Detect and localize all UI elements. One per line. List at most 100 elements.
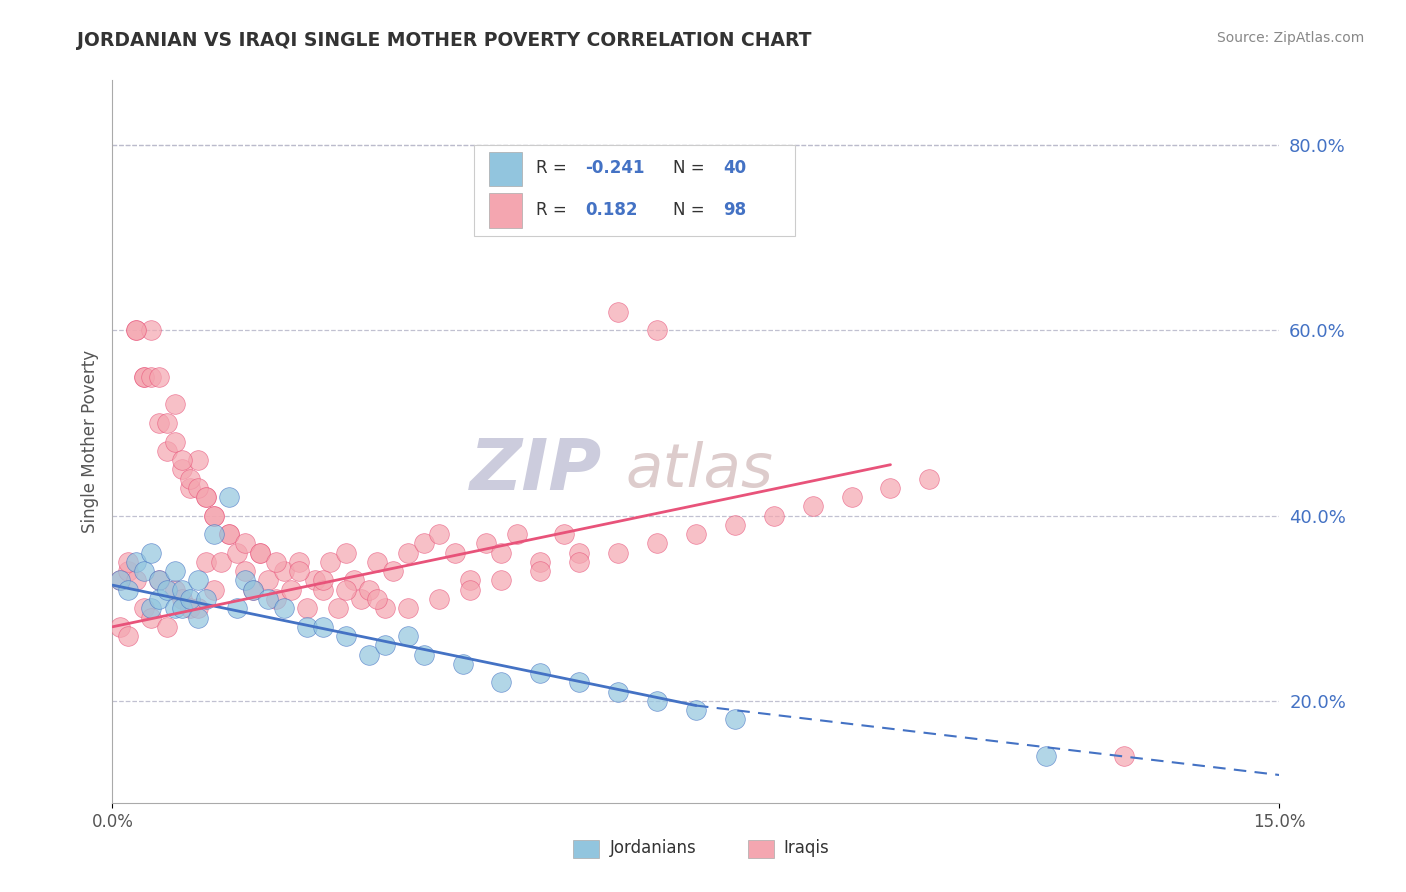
Point bbox=[132, 564, 155, 578]
Point bbox=[288, 555, 311, 569]
Point bbox=[460, 574, 482, 588]
Point bbox=[172, 582, 194, 597]
Point bbox=[187, 610, 209, 624]
Point bbox=[607, 546, 630, 560]
Text: JORDANIAN VS IRAQI SINGLE MOTHER POVERTY CORRELATION CHART: JORDANIAN VS IRAQI SINGLE MOTHER POVERTY… bbox=[77, 31, 811, 50]
Point bbox=[350, 592, 373, 607]
Point bbox=[179, 472, 201, 486]
Point bbox=[125, 574, 148, 588]
Point bbox=[273, 601, 295, 615]
Text: ZIP: ZIP bbox=[471, 436, 603, 505]
Point bbox=[163, 434, 186, 449]
Point bbox=[218, 527, 240, 541]
Point bbox=[209, 555, 232, 569]
Point bbox=[396, 546, 419, 560]
Point bbox=[187, 453, 209, 467]
Point bbox=[460, 582, 482, 597]
Point bbox=[179, 601, 201, 615]
Point bbox=[491, 546, 513, 560]
Point bbox=[117, 582, 139, 597]
Point bbox=[156, 443, 179, 458]
Point bbox=[311, 620, 333, 634]
Point bbox=[110, 620, 132, 634]
Point bbox=[125, 555, 148, 569]
Point bbox=[264, 555, 287, 569]
Point bbox=[156, 416, 179, 430]
FancyBboxPatch shape bbox=[574, 840, 599, 858]
Text: R =: R = bbox=[536, 201, 572, 219]
Point bbox=[179, 481, 201, 495]
Point bbox=[359, 648, 381, 662]
Point bbox=[172, 601, 194, 615]
Point bbox=[233, 574, 256, 588]
Point bbox=[396, 601, 419, 615]
Point bbox=[685, 527, 707, 541]
Point bbox=[343, 574, 366, 588]
Point bbox=[918, 472, 941, 486]
Point bbox=[506, 527, 529, 541]
Point bbox=[202, 527, 225, 541]
Point bbox=[132, 601, 155, 615]
Point bbox=[374, 638, 396, 652]
Point bbox=[132, 369, 155, 384]
Point bbox=[257, 592, 280, 607]
Point bbox=[132, 369, 155, 384]
Point bbox=[273, 564, 295, 578]
Point bbox=[148, 574, 170, 588]
Point bbox=[568, 546, 591, 560]
Point bbox=[187, 481, 209, 495]
Point bbox=[141, 546, 163, 560]
Point bbox=[645, 323, 668, 337]
Point bbox=[724, 713, 747, 727]
Point bbox=[187, 574, 209, 588]
Point bbox=[427, 527, 450, 541]
Point bbox=[335, 546, 357, 560]
Point bbox=[762, 508, 785, 523]
Point bbox=[194, 490, 217, 504]
Point bbox=[326, 601, 349, 615]
Point bbox=[396, 629, 419, 643]
Point bbox=[125, 323, 148, 337]
FancyBboxPatch shape bbox=[474, 145, 796, 235]
Point bbox=[529, 555, 551, 569]
Point bbox=[172, 592, 194, 607]
Point bbox=[163, 564, 186, 578]
Text: N =: N = bbox=[672, 160, 710, 178]
Point bbox=[110, 574, 132, 588]
Point bbox=[841, 490, 863, 504]
Point bbox=[148, 416, 170, 430]
Point bbox=[117, 555, 139, 569]
Point bbox=[607, 684, 630, 698]
Point bbox=[359, 582, 381, 597]
Point bbox=[645, 536, 668, 550]
Point bbox=[280, 582, 302, 597]
Text: -0.241: -0.241 bbox=[585, 160, 644, 178]
Point bbox=[179, 592, 201, 607]
Point bbox=[335, 629, 357, 643]
Point bbox=[187, 601, 209, 615]
Point bbox=[491, 574, 513, 588]
Point bbox=[1112, 749, 1135, 764]
Point bbox=[607, 305, 630, 319]
Point bbox=[529, 666, 551, 681]
Point bbox=[568, 555, 591, 569]
Point bbox=[163, 601, 186, 615]
Point bbox=[141, 323, 163, 337]
Point bbox=[724, 517, 747, 532]
Point bbox=[264, 592, 287, 607]
Point bbox=[381, 564, 404, 578]
Text: N =: N = bbox=[672, 201, 710, 219]
Point bbox=[218, 490, 240, 504]
Point bbox=[226, 546, 249, 560]
Point bbox=[645, 694, 668, 708]
Point bbox=[553, 527, 575, 541]
Point bbox=[879, 481, 901, 495]
Point bbox=[288, 564, 311, 578]
Point bbox=[194, 490, 217, 504]
Point bbox=[233, 564, 256, 578]
Text: atlas: atlas bbox=[626, 441, 773, 500]
Point bbox=[311, 574, 333, 588]
Point bbox=[242, 582, 264, 597]
Point bbox=[141, 369, 163, 384]
Point bbox=[202, 582, 225, 597]
